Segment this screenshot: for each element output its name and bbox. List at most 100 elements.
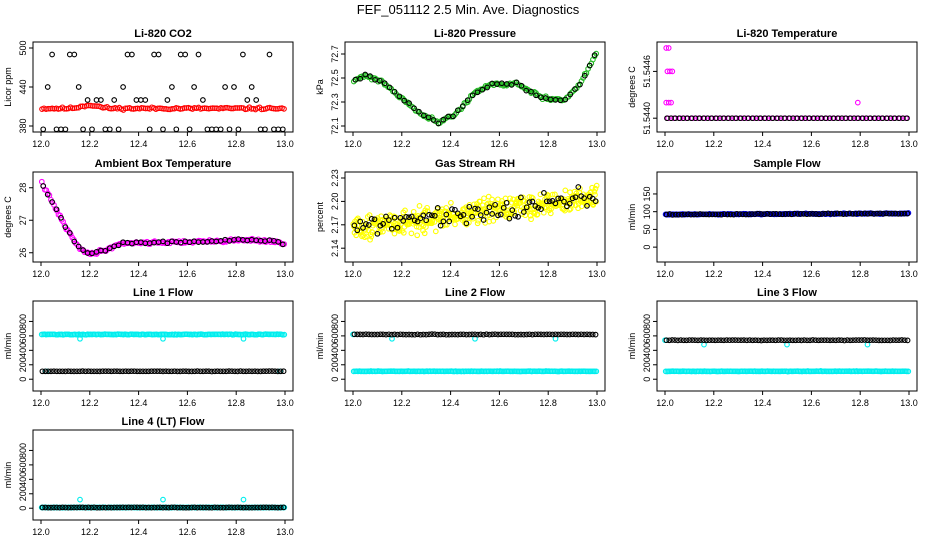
data-point <box>236 105 243 111</box>
data-point <box>183 504 189 511</box>
y-axis-label: ml/min <box>627 333 637 360</box>
data-point <box>443 205 450 211</box>
data-point <box>534 211 541 218</box>
data-point <box>797 211 804 217</box>
data-point <box>806 115 813 122</box>
data-point <box>472 205 478 212</box>
data-point <box>431 219 438 225</box>
data-point <box>280 504 287 511</box>
data-point <box>672 115 679 122</box>
data-point <box>354 331 361 338</box>
data-point <box>102 247 109 254</box>
data-point <box>870 337 876 343</box>
data-point <box>490 218 497 224</box>
data-point <box>231 84 237 90</box>
x-tick-label: 13.0 <box>588 269 606 279</box>
data-point <box>89 126 95 133</box>
data-point <box>53 206 60 213</box>
series-black <box>352 52 598 127</box>
data-point <box>257 368 264 375</box>
x-tick-label: 12.2 <box>393 398 411 408</box>
data-point <box>495 331 501 338</box>
panel-1: Li-820 CO2 12.0 12.2 12.4 12.6 12.8 13.0 380 440… <box>3 28 294 149</box>
data-point <box>876 337 882 344</box>
data-point <box>692 337 698 344</box>
data-point <box>226 504 232 511</box>
data-point <box>681 211 688 218</box>
x-tick-label: 12.8 <box>851 269 869 279</box>
data-point <box>214 368 221 375</box>
data-point <box>729 337 736 343</box>
data-point <box>131 368 138 375</box>
data-point <box>492 331 498 338</box>
data-point <box>45 504 52 511</box>
panel-7: Line 1 Flow 12.0 12.2 12.4 12.6 12.8 13.0 0 2004… <box>3 287 294 408</box>
data-point <box>843 211 850 217</box>
data-point <box>217 126 224 133</box>
data-point <box>79 368 86 374</box>
data-point <box>154 368 161 375</box>
data-point <box>99 504 106 511</box>
data-point <box>518 331 524 338</box>
data-point <box>80 126 86 133</box>
y-axis-label: degrees C <box>3 196 13 238</box>
x-tick-label: 13.0 <box>588 398 606 408</box>
data-point <box>457 331 464 338</box>
plot-box <box>656 300 918 392</box>
data-point <box>394 224 401 231</box>
data-point <box>424 204 430 211</box>
data-point <box>477 198 483 205</box>
data-point <box>363 221 369 227</box>
data-point <box>586 331 593 338</box>
x-tick-label: 12.6 <box>491 398 509 408</box>
data-point <box>437 331 444 338</box>
data-point <box>279 241 286 248</box>
data-point <box>229 368 235 375</box>
data-point <box>253 97 260 103</box>
data-point <box>816 211 822 218</box>
data-point <box>512 331 519 338</box>
panel-title: Line 3 Flow <box>757 287 817 299</box>
data-point <box>672 337 678 343</box>
data-point <box>480 217 487 223</box>
y-tick-label: 200 <box>330 357 340 372</box>
y-tick-label: 0 <box>18 506 28 511</box>
data-point <box>475 217 482 224</box>
data-point <box>169 84 175 90</box>
data-point <box>518 82 525 89</box>
data-point <box>240 368 247 375</box>
y-tick-label: 2.14 <box>330 239 340 257</box>
plot-box <box>32 171 294 263</box>
data-point <box>528 216 534 223</box>
data-point <box>761 337 767 344</box>
data-point <box>177 51 184 58</box>
data-point <box>386 331 392 338</box>
data-point <box>572 86 578 92</box>
data-point <box>483 209 490 216</box>
data-point <box>466 219 472 226</box>
data-point <box>406 331 412 338</box>
data-point <box>220 368 227 375</box>
data-point <box>878 337 885 344</box>
data-point <box>844 337 851 343</box>
data-point <box>469 331 475 338</box>
data-point <box>431 331 438 338</box>
data-point <box>772 337 779 344</box>
x-tick-label: 12.0 <box>656 398 674 408</box>
data-point <box>357 75 364 82</box>
data-point <box>125 368 132 375</box>
y-tick-label: 400 <box>642 343 652 358</box>
data-point <box>195 51 202 58</box>
data-point <box>134 368 141 375</box>
data-point <box>416 108 422 115</box>
data-point <box>905 368 912 375</box>
data-point <box>53 126 60 133</box>
data-point <box>529 195 536 201</box>
data-point <box>421 230 428 237</box>
data-point <box>102 368 109 375</box>
data-point <box>778 337 785 343</box>
data-point <box>867 337 874 344</box>
data-point <box>698 337 704 343</box>
data-point <box>683 337 690 344</box>
data-point <box>566 331 573 338</box>
